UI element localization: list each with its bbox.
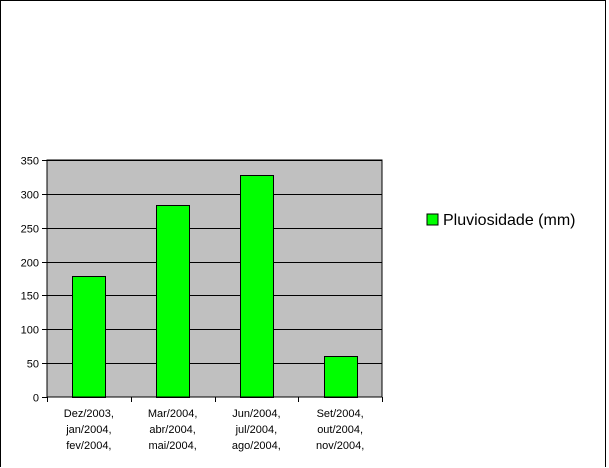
legend-swatch [426, 213, 439, 226]
x-tick-label-line: fev/2004, [66, 440, 111, 452]
bar-0 [72, 276, 106, 398]
legend-label: Pluviosidade (mm) [443, 212, 575, 229]
bars [72, 175, 358, 398]
x-tick-label-3: Set/2004, out/2004, nov/2004, [316, 408, 364, 452]
x-tick-label-line: out/2004, [317, 424, 363, 436]
y-tick-label-1: 50 [27, 359, 39, 371]
x-tick-label-line: abr/2004, [149, 424, 195, 436]
x-tick-label-line: nov/2004, [316, 440, 364, 452]
y-tick-label-7: 350 [21, 156, 39, 168]
x-tick-label-line: Mar/2004, [148, 408, 198, 420]
y-tick-label-5: 250 [21, 224, 39, 236]
x-ticks [47, 397, 383, 402]
x-tick-label-2: Jun/2004, jul/2004, ago/2004, [232, 408, 281, 452]
x-tick-label-0: Dez/2003, jan/2004, fev/2004, [64, 408, 114, 452]
y-tick-label-4: 200 [21, 258, 39, 270]
x-tick-label-line: mai/2004, [148, 440, 196, 452]
x-tick-label-line: jul/2004, [235, 424, 278, 436]
y-tick-label-3: 150 [21, 291, 39, 303]
x-tick-label-line: ago/2004, [232, 440, 281, 452]
bar-2 [240, 175, 274, 398]
y-tick-label-0: 0 [33, 393, 39, 405]
x-tick-label-line: Jun/2004, [232, 408, 280, 420]
x-tick-label-line: Dez/2003, [64, 408, 114, 420]
y-tick-label-2: 100 [21, 325, 39, 337]
bar-1 [156, 205, 190, 398]
x-tick-label-1: Mar/2004, abr/2004, mai/2004, [148, 408, 198, 452]
x-tick-label-line: Set/2004, [317, 408, 364, 420]
y-tick-label-6: 300 [21, 190, 39, 202]
legend: Pluviosidade (mm) [426, 212, 575, 229]
bar-3 [324, 356, 358, 398]
x-tick-label-line: jan/2004, [65, 424, 111, 436]
y-ticks: 0 50 100 150 200 250 300 350 [21, 156, 47, 405]
x-tick-labels: Dez/2003, jan/2004, fev/2004, Mar/2004, abr/… [64, 408, 364, 452]
